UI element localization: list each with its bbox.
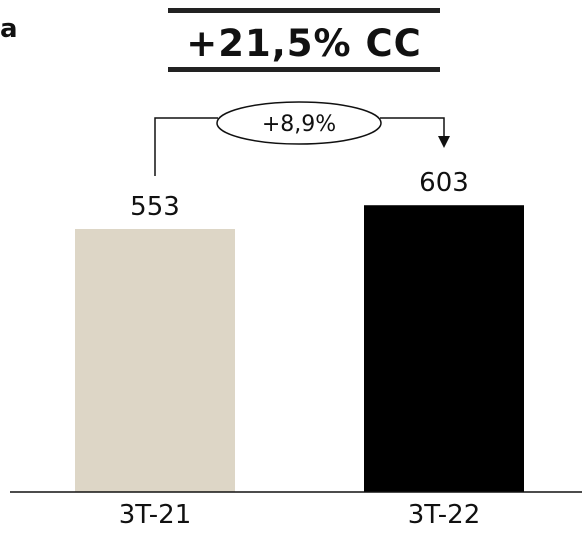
bar-3T-22 [364, 205, 524, 492]
growth-label: +8,9% [262, 112, 336, 137]
data-label-3T-21: 553 [130, 192, 180, 222]
category-label-3T-21: 3T-21 [119, 500, 192, 530]
category-label-3T-22: 3T-22 [408, 500, 481, 530]
growth-connector-right [380, 117, 445, 136]
headline-growth: +21,5% CC [186, 22, 422, 65]
headline-box: +21,5% CC [168, 8, 440, 72]
panel-letter: a [0, 14, 18, 44]
data-label-3T-22: 603 [419, 168, 469, 198]
bar-3T-21 [75, 229, 235, 492]
headline-rule-top [168, 8, 440, 13]
growth-connector-left [154, 117, 218, 176]
growth-arrowhead [438, 136, 450, 148]
headline-rule-bottom [168, 67, 440, 72]
growth-bubble [216, 101, 382, 145]
